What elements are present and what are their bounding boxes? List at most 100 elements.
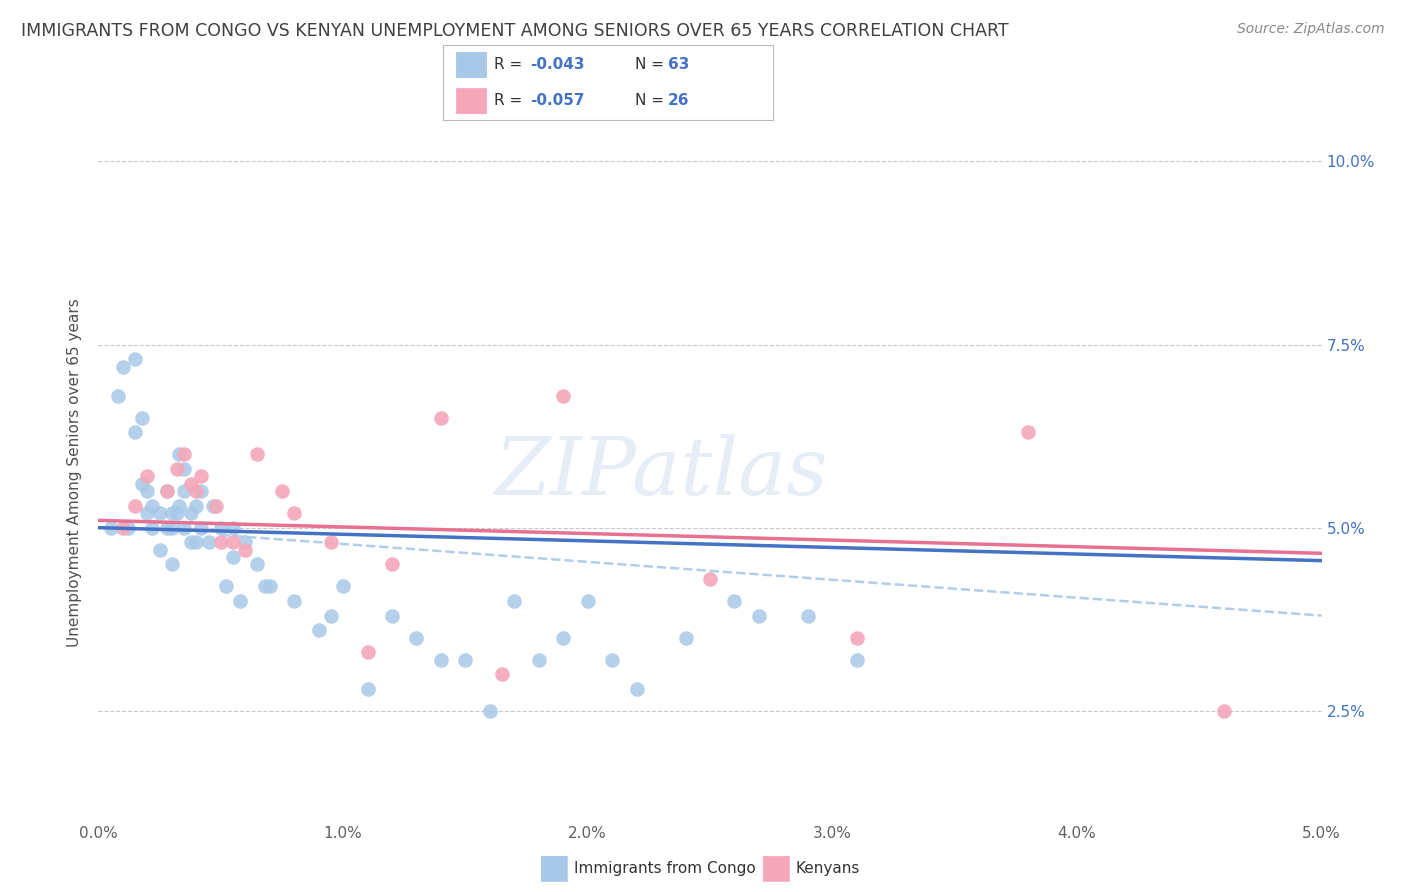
Point (202, 499, 225, 513)
Point (356, 681, 378, 696)
Point (222, 549, 245, 564)
Point (308, 624, 330, 638)
Point (167, 499, 190, 513)
Point (246, 447, 269, 461)
Point (233, 542, 256, 557)
Point (167, 447, 190, 461)
Text: N =: N = (634, 93, 668, 108)
Point (430, 652, 453, 666)
Point (332, 579, 354, 593)
Point (233, 535, 256, 549)
Point (197, 535, 219, 549)
Point (600, 652, 623, 666)
Point (186, 535, 208, 549)
Point (553, 631, 575, 645)
Text: Immigrants from Congo: Immigrants from Congo (574, 862, 755, 876)
Point (381, 558, 404, 572)
Point (166, 462, 188, 476)
Point (149, 506, 172, 520)
Point (319, 535, 342, 549)
Text: 26: 26 (668, 93, 689, 108)
Point (136, 469, 159, 483)
Point (186, 484, 208, 499)
Text: Source: ZipAtlas.com: Source: ZipAtlas.com (1237, 22, 1385, 37)
Point (180, 535, 202, 549)
Point (209, 521, 232, 535)
Text: IMMIGRANTS FROM CONGO VS KENYAN UNEMPLOYMENT AMONG SENIORS OVER 65 YEARS CORRELA: IMMIGRANTS FROM CONGO VS KENYAN UNEMPLOY… (21, 22, 1008, 40)
Point (190, 484, 212, 499)
Point (160, 558, 183, 572)
Point (166, 506, 188, 520)
Point (111, 359, 134, 374)
Point (576, 594, 599, 608)
Point (173, 484, 195, 499)
Point (527, 652, 550, 666)
Text: ZIPatlas: ZIPatlas (495, 434, 828, 511)
Point (124, 425, 146, 440)
Point (100, 521, 122, 535)
Point (124, 352, 146, 367)
Point (356, 645, 378, 659)
Point (131, 410, 153, 425)
Y-axis label: Unemployment Among Seniors over 65 years: Unemployment Among Seniors over 65 years (67, 299, 83, 647)
Point (478, 704, 501, 718)
Point (797, 608, 820, 623)
Point (156, 484, 179, 499)
Point (149, 542, 172, 557)
Point (173, 447, 195, 461)
Point (141, 521, 163, 535)
Point (675, 631, 697, 645)
Text: Kenyans: Kenyans (796, 862, 860, 876)
Point (229, 594, 252, 608)
Text: N =: N = (634, 57, 668, 72)
Point (136, 484, 159, 499)
Point (111, 521, 134, 535)
Point (205, 499, 228, 513)
Point (319, 608, 342, 623)
Point (160, 506, 183, 520)
Point (405, 631, 427, 645)
Bar (456, 52, 486, 78)
Point (160, 521, 183, 535)
Point (381, 608, 404, 623)
Point (246, 558, 269, 572)
Text: R =: R = (494, 57, 527, 72)
Bar (456, 87, 486, 112)
Point (180, 476, 202, 491)
Point (454, 652, 477, 666)
Point (190, 469, 212, 483)
Point (209, 535, 232, 549)
Point (283, 506, 305, 520)
Point (553, 389, 575, 403)
Point (107, 389, 129, 403)
Point (253, 579, 276, 593)
Point (190, 521, 212, 535)
Point (222, 521, 245, 535)
Point (1017, 425, 1039, 440)
Text: -0.043: -0.043 (530, 57, 585, 72)
Point (748, 608, 770, 623)
Point (259, 579, 281, 593)
Point (173, 521, 195, 535)
Point (214, 579, 236, 593)
Point (723, 594, 745, 608)
Point (845, 652, 868, 666)
Point (626, 681, 648, 696)
Point (222, 535, 245, 549)
Point (131, 476, 153, 491)
Point (141, 499, 163, 513)
Point (503, 594, 526, 608)
Point (173, 462, 195, 476)
Point (180, 506, 202, 520)
Point (491, 667, 513, 681)
Point (136, 506, 159, 520)
Point (699, 572, 721, 586)
Point (845, 631, 868, 645)
Text: -0.057: -0.057 (530, 93, 585, 108)
Point (117, 521, 139, 535)
Point (430, 410, 453, 425)
Text: 63: 63 (668, 57, 689, 72)
Point (124, 499, 146, 513)
Point (156, 484, 179, 499)
Point (156, 521, 179, 535)
